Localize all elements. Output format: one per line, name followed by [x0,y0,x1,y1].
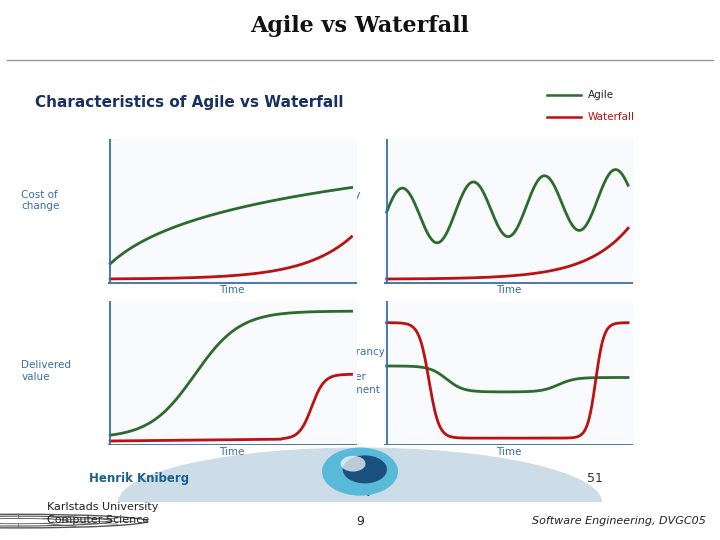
Text: crisp: crisp [345,485,375,496]
X-axis label: Time: Time [496,447,521,457]
Text: Transparancy
&
Customer
involvement: Transparancy & Customer involvement [315,347,385,395]
Circle shape [322,448,398,496]
X-axis label: Time: Time [496,285,521,295]
Text: Henrik Kniberg: Henrik Kniberg [89,471,189,484]
Ellipse shape [118,448,602,540]
Circle shape [341,456,366,471]
Text: Agile: Agile [588,90,614,100]
Text: Delivered
value: Delivered value [22,360,71,382]
Text: Software Engineering, DVGC05: Software Engineering, DVGC05 [532,516,706,526]
Text: 9: 9 [356,515,364,528]
Text: Karlstads University
Computer Science: Karlstads University Computer Science [47,502,158,525]
Text: 51: 51 [587,471,603,484]
Text: Intensity
& stress: Intensity & stress [315,190,361,211]
X-axis label: Time: Time [220,285,245,295]
Text: Cost of
change: Cost of change [22,190,60,211]
Text: Agile vs Waterfall: Agile vs Waterfall [251,15,469,37]
X-axis label: Time: Time [220,447,245,457]
Text: Characteristics of Agile vs Waterfall: Characteristics of Agile vs Waterfall [35,96,343,110]
Text: Waterfall: Waterfall [588,112,635,122]
Circle shape [343,455,387,483]
